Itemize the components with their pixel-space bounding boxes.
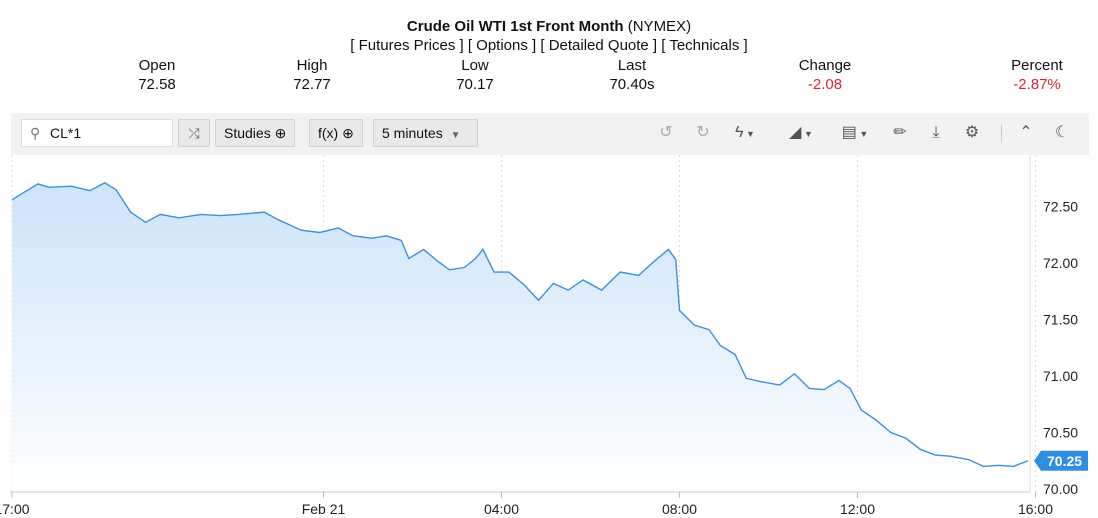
symbol-input[interactable]: ⚲ CL*1 <box>21 119 173 147</box>
chart-toolbar: ⚲ CL*1 ⤮ Studies ⊕ f(x) ⊕ 5 minutes ▼ ↺ … <box>11 113 1089 155</box>
pencil-icon[interactable]: ✏ <box>893 124 907 141</box>
quote-high: High 72.77 <box>293 57 331 93</box>
price-line <box>11 181 1029 468</box>
quote-low: Low 70.17 <box>456 57 494 93</box>
y-tick-label: 70.00 <box>1043 481 1078 497</box>
quote-change: Change -2.08 <box>798 57 852 93</box>
y-tick-label: 72.00 <box>1043 255 1078 271</box>
y-tick-label: 71.50 <box>1043 312 1078 328</box>
quote-links[interactable]: [ Futures Prices ] [ Options ] [ Detaile… <box>350 37 748 54</box>
y-tick-label: 70.50 <box>1043 425 1078 441</box>
plus-circle-icon: ⊕ <box>274 125 287 141</box>
x-tick-label: 17:00 <box>0 501 30 517</box>
quote-open: Open 72.58 <box>138 57 176 93</box>
y-tick-label: 72.50 <box>1043 199 1078 215</box>
x-tick-label: 08:00 <box>662 501 697 517</box>
search-icon: ⚲ <box>30 125 41 141</box>
plus-circle-icon: ⊕ <box>342 125 354 141</box>
caret-down-icon: ▼ <box>450 130 461 141</box>
price-area-fill <box>12 182 1029 492</box>
quote-last: Last 70.40s <box>609 57 655 93</box>
shuffle-icon: ⤮ <box>188 125 200 141</box>
y-tick-label: 71.00 <box>1043 368 1078 384</box>
divider <box>1001 125 1002 143</box>
x-tick-label: Feb 21 <box>302 501 346 517</box>
redo-icon[interactable]: ↻ <box>696 124 710 141</box>
studies-button[interactable]: Studies ⊕ <box>215 119 296 147</box>
download-icon[interactable]: ⤓ <box>932 124 940 141</box>
x-tick-label: 12:00 <box>840 501 875 517</box>
last-price-badge <box>1034 450 1088 471</box>
quote-percent: Percent -2.87% <box>1011 57 1063 93</box>
moon-icon[interactable]: ☾ <box>1054 124 1070 141</box>
gear-icon[interactable]: ⚙ <box>964 124 980 141</box>
x-tick-label: 16:00 <box>1018 501 1053 517</box>
interval-select[interactable]: 5 minutes ▼ <box>373 119 478 147</box>
x-tick-label: 04:00 <box>484 501 519 517</box>
chart-type-icon[interactable]: ◢ ▼ <box>789 124 813 141</box>
lightning-icon[interactable]: ϟ ▼ <box>735 124 755 141</box>
page-title: Crude Oil WTI 1st Front Month (NYMEX) <box>406 18 692 35</box>
undo-icon[interactable]: ↺ <box>659 124 673 141</box>
compare-shuffle-button[interactable]: ⤮ <box>178 119 210 147</box>
fx-button[interactable]: f(x) ⊕ <box>309 119 363 147</box>
layout-icon[interactable]: ▤ ▼ <box>841 124 869 141</box>
last-price-label: 70.25 <box>1047 453 1082 469</box>
collapse-icon[interactable]: ⌃ <box>1019 124 1033 141</box>
